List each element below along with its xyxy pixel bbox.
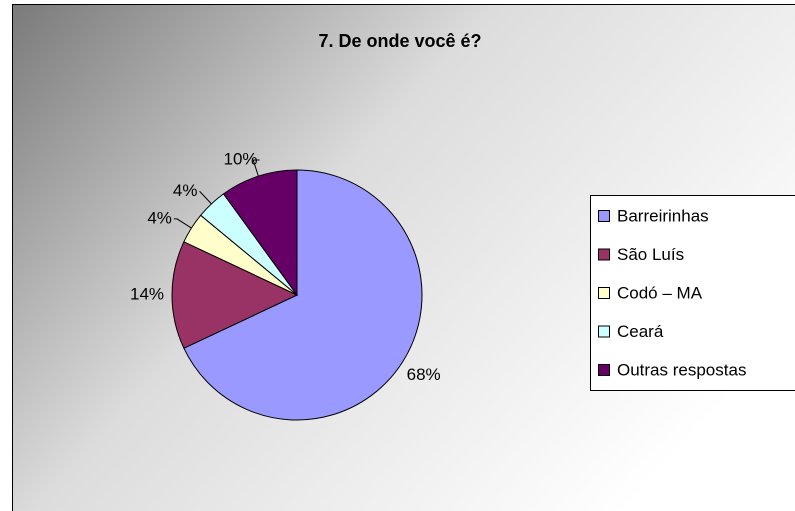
legend	[590, 195, 795, 391]
legend-label: Ceará	[617, 322, 664, 341]
legend-swatch	[598, 287, 610, 299]
leader-line	[199, 190, 212, 205]
legend-swatch	[598, 248, 610, 261]
legend-swatch	[598, 210, 610, 222]
legend-label: Outras respostas	[617, 360, 746, 379]
legend-label: Codó – MA	[617, 283, 703, 302]
data-label: 4%	[147, 208, 172, 227]
legend-label: São Luís	[617, 245, 684, 264]
pie-slice	[183, 169, 423, 421]
data-label: 10%	[224, 149, 258, 168]
leader-line	[252, 159, 260, 177]
data-label: 4%	[173, 181, 198, 200]
legend-swatch	[598, 325, 610, 338]
leader-line	[173, 218, 192, 229]
legend-swatch	[598, 364, 610, 376]
data-label: 14%	[130, 284, 164, 303]
legend-label: Barreirinhas	[617, 206, 709, 225]
data-label: 68%	[407, 365, 441, 384]
pie-slice	[171, 241, 299, 349]
pie-slice	[222, 169, 298, 297]
chart-title: 7. De onde você é?	[318, 31, 481, 51]
